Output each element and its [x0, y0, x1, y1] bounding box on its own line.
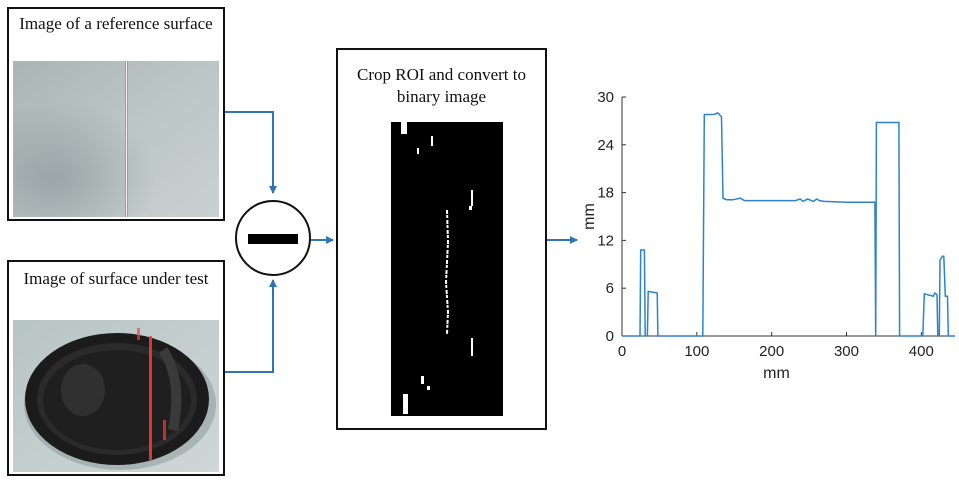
chart-ticks: 0 100 200 300 400 0 6 12 18 24 30 [597, 89, 934, 360]
y-tick-label: 30 [597, 89, 614, 106]
test-image-title-text: Image of surface under test [23, 269, 209, 288]
test-to-operator-arrow [225, 279, 277, 373]
test-image-title: Image of surface under test [9, 268, 223, 290]
subtraction-operator [235, 200, 311, 276]
roi-binary-title: Crop ROI and convert to binary image [338, 64, 545, 108]
chart-axes [621, 97, 955, 337]
roi-binary-panel: Crop ROI and convert to binary image [336, 48, 547, 430]
x-axis-label: mm [763, 365, 790, 382]
x-tick-label: 200 [759, 343, 784, 360]
binary-roi-image [391, 122, 503, 416]
y-tick-label: 0 [606, 328, 614, 345]
reference-image-panel: Image of a reference surface [7, 7, 225, 221]
y-tick-label: 6 [606, 280, 614, 297]
y-tick-label: 18 [597, 185, 614, 202]
y-tick-label: 12 [597, 232, 614, 249]
minus-icon [248, 234, 298, 244]
y-axis-label: mm [581, 203, 598, 230]
x-tick-label: 100 [684, 343, 709, 360]
profile-series-line [622, 112, 955, 337]
laser-line-test [149, 336, 152, 460]
y-tick-label: 24 [597, 137, 614, 154]
reference-image-title-text: Image of a reference surface [19, 14, 213, 33]
x-tick-label: 0 [618, 343, 626, 360]
x-tick-label: 300 [834, 343, 859, 360]
test-image-panel: Image of surface under test [7, 260, 225, 476]
profile-chart: 0 100 200 300 400 0 6 12 18 24 30 mm mm [581, 89, 955, 382]
reference-surface-photo [13, 61, 219, 217]
reference-to-operator-arrow [225, 111, 277, 194]
x-tick-label: 400 [909, 343, 934, 360]
test-surface-photo [13, 320, 219, 472]
roi-binary-title-text: Crop ROI and convert to binary image [356, 65, 527, 106]
reference-image-title: Image of a reference surface [9, 13, 223, 35]
